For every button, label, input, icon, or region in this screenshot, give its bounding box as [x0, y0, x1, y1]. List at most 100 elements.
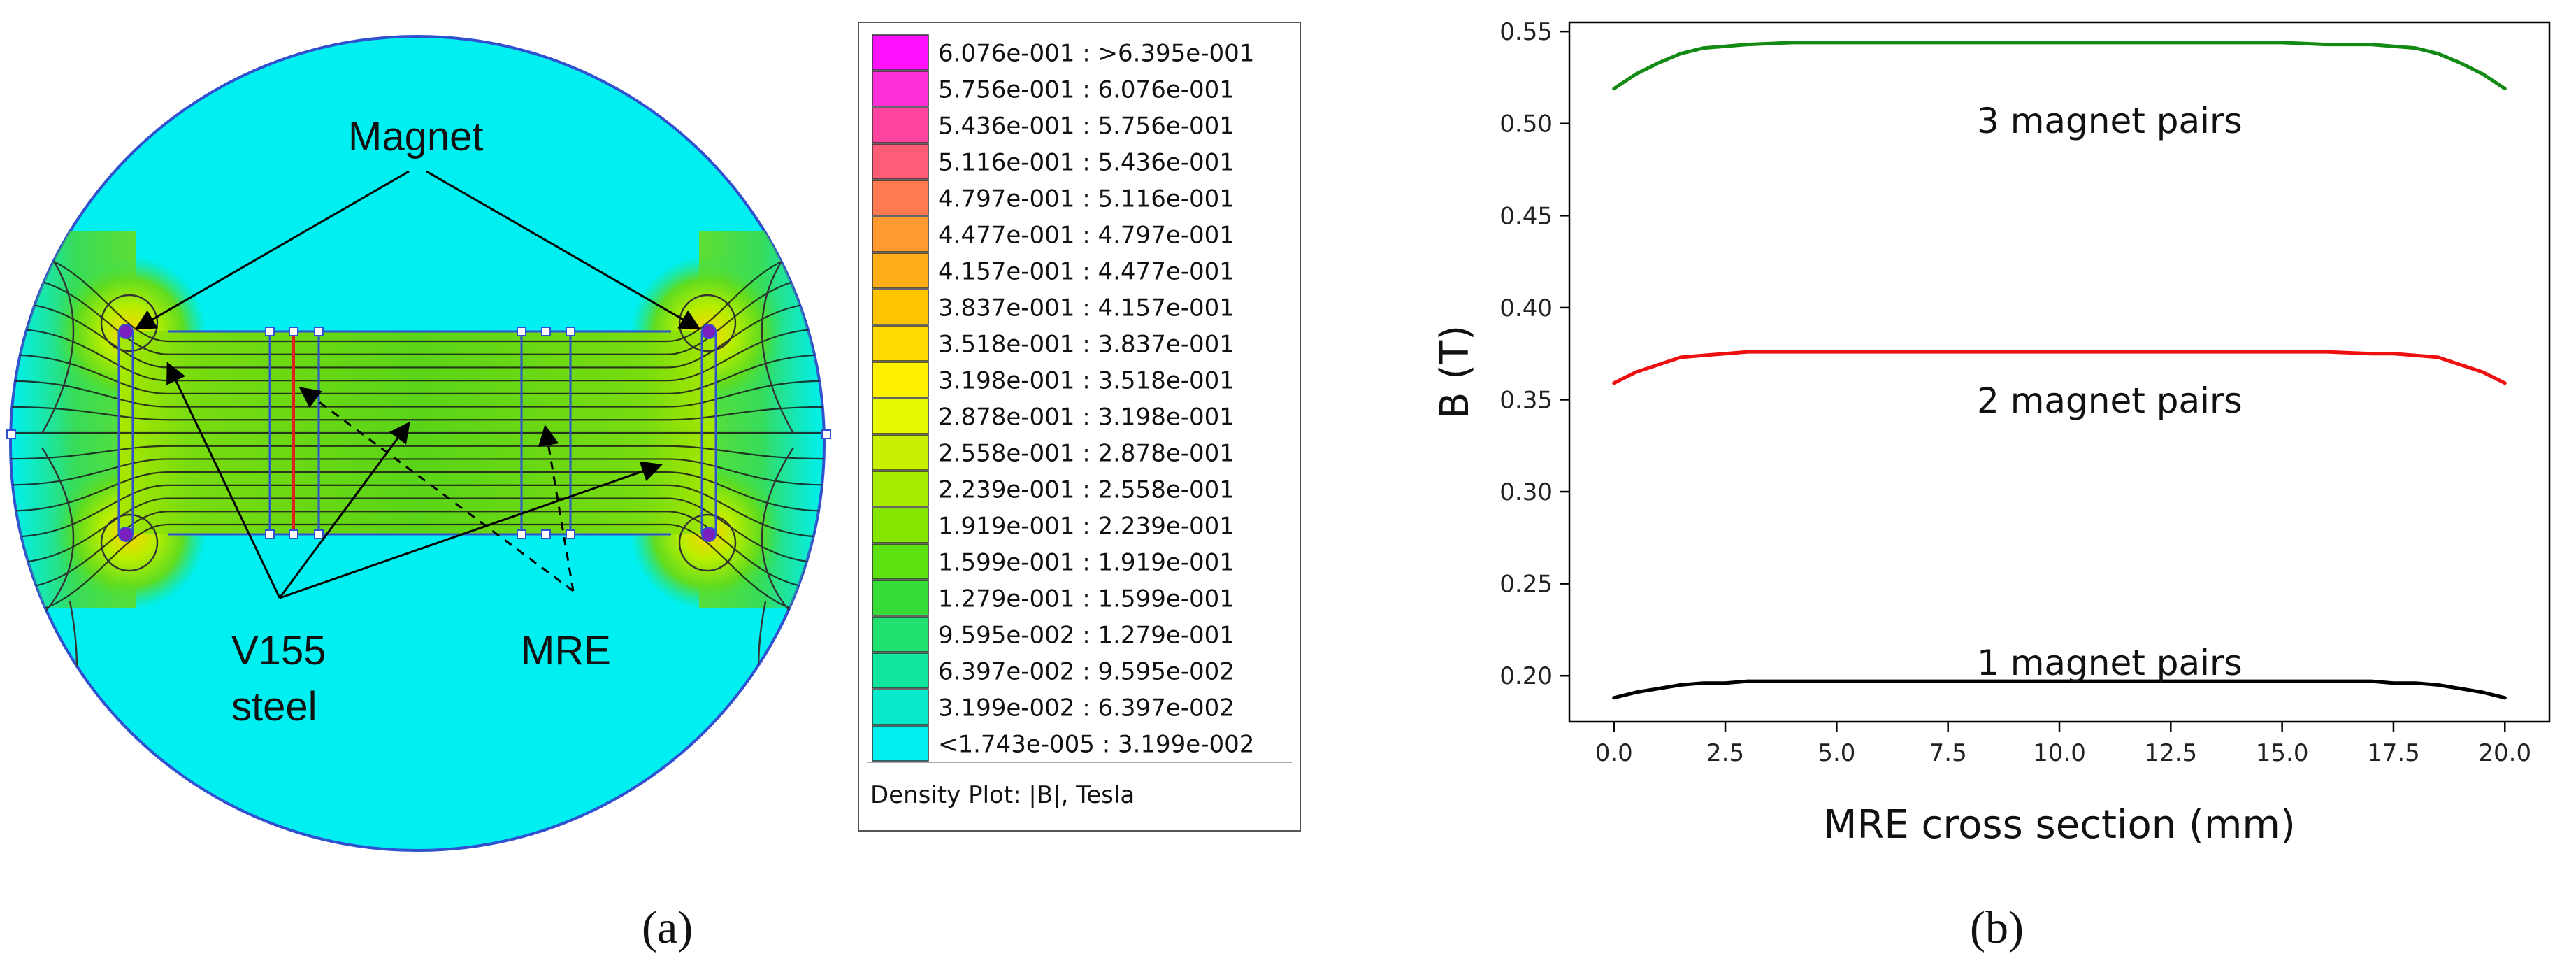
- series-line: [1612, 41, 2507, 91]
- legend-entry-label: 4.477e-001 : 4.797e-001: [938, 221, 1235, 249]
- x-axis-title: MRE cross section (mm): [1823, 802, 2296, 848]
- x-tick-label: 12.5: [2144, 739, 2197, 767]
- flux-line: [10, 471, 824, 512]
- legend-swatch: [872, 216, 929, 252]
- legend-swatch: [872, 180, 929, 216]
- legend-swatch: [872, 34, 929, 71]
- line-chart: 0.20 0.25 0.30 0.35 0.40 0.45 0.50 0.55 0.0 2.5 5…: [1432, 18, 2551, 848]
- legend-swatch: [872, 616, 929, 652]
- legend-entry-label: <1.743e-005 : 3.199e-002: [938, 730, 1254, 758]
- legend-entry-label: 5.756e-001 : 6.076e-001: [938, 76, 1235, 104]
- flux-line: [10, 380, 824, 408]
- legend-swatch: [872, 143, 929, 180]
- legend-entry-label: 3.199e-002 : 6.397e-002: [938, 694, 1235, 722]
- geometry-outline: [117, 330, 717, 536]
- legend-entry-label: 2.239e-001 : 2.558e-001: [938, 476, 1235, 504]
- magnet-label: Magnet: [348, 114, 483, 159]
- flux-line: [10, 276, 824, 355]
- series-lines: [1612, 41, 2507, 700]
- flux-line: [10, 354, 824, 394]
- flux-line: [10, 484, 824, 538]
- y-tick-label: 0.50: [1499, 110, 1553, 138]
- flux-line: [10, 511, 824, 590]
- legend-entry-label: 6.397e-002 : 9.595e-002: [938, 657, 1235, 685]
- legend-swatch: [872, 71, 929, 107]
- legend-swatch: [872, 580, 929, 616]
- legend-swatch: [872, 471, 929, 507]
- steel-label-line2: steel: [231, 684, 317, 729]
- legend-swatch: [872, 325, 929, 362]
- legend-entry-label: 2.558e-001 : 2.878e-001: [938, 439, 1235, 467]
- caption-b: (b): [1970, 902, 2024, 953]
- x-tick-label: 10.0: [2033, 739, 2086, 767]
- flux-line: [10, 458, 824, 486]
- y-tick-label: 0.35: [1499, 386, 1553, 414]
- flux-line: [10, 250, 824, 343]
- series-label-2: 2 magnet pairs: [1977, 380, 2243, 421]
- x-tick-label: 5.0: [1818, 739, 1855, 767]
- y-tick-label: 0.20: [1499, 662, 1553, 690]
- y-tick-label: 0.30: [1499, 478, 1553, 506]
- y-tick-label: 0.55: [1499, 18, 1553, 46]
- density-legend: 6.076e-001 : >6.395e-001 5.756e-001 : 6.0…: [858, 22, 1301, 832]
- x-tick-label: 2.5: [1706, 739, 1744, 767]
- annotation-arrows: [134, 170, 701, 599]
- legend-swatch: [872, 252, 929, 289]
- flux-line: [10, 328, 824, 382]
- legend-swatch: [872, 689, 929, 725]
- flux-line: [10, 497, 824, 564]
- legend-entry-label: 1.599e-001 : 1.919e-001: [938, 548, 1235, 576]
- legend-entry-label: 9.595e-002 : 1.279e-001: [938, 621, 1235, 649]
- steel-label-line1: V155: [231, 628, 326, 673]
- legend-swatch: [872, 434, 929, 471]
- legend-swatch: [872, 362, 929, 398]
- x-tick-label: 0.0: [1595, 739, 1633, 767]
- series-label-1: 1 magnet pairs: [1977, 643, 2243, 683]
- legend-swatch: [872, 543, 929, 580]
- flux-line: [10, 445, 824, 460]
- flux-lines: [10, 250, 824, 616]
- caption-a: (a): [642, 902, 693, 953]
- series-line: [1612, 679, 2507, 700]
- series-label-3: 3 magnet pairs: [1977, 101, 2243, 141]
- x-tick-label: 20.0: [2478, 739, 2531, 767]
- legend-entry-label: 5.436e-001 : 5.756e-001: [938, 112, 1235, 140]
- legend-entry-label: 6.076e-001 : >6.395e-001: [938, 39, 1254, 67]
- legend-swatch: [872, 398, 929, 434]
- magnet-markers: [118, 324, 717, 542]
- x-tick-label: 7.5: [1929, 739, 1967, 767]
- legend-entry-label: 3.198e-001 : 3.518e-001: [938, 366, 1235, 394]
- y-tick-label: 0.45: [1499, 202, 1553, 230]
- femm-plot: Magnet V155 steel MRE: [6, 35, 831, 852]
- legend-entry-label: 3.837e-001 : 4.157e-001: [938, 294, 1235, 322]
- legend-swatch: [872, 507, 929, 543]
- legend-entry-label: 1.279e-001 : 1.599e-001: [938, 585, 1235, 613]
- legend-entry-label: 1.919e-001 : 2.239e-001: [938, 512, 1235, 540]
- legend-swatch: [872, 107, 929, 143]
- y-tick-label: 0.25: [1499, 571, 1553, 599]
- flux-line: [10, 406, 824, 421]
- legend-swatch: [872, 725, 929, 762]
- legend-entry-label: 5.116e-001 : 5.436e-001: [938, 148, 1235, 176]
- y-tick-label: 0.40: [1499, 294, 1553, 322]
- legend-entry-label: 3.518e-001 : 3.837e-001: [938, 330, 1235, 358]
- legend-entry-label: 2.878e-001 : 3.198e-001: [938, 403, 1235, 431]
- y-axis-title: B (T): [1432, 325, 1478, 419]
- legend-rows: 6.076e-001 : >6.395e-001 5.756e-001 : 6.0…: [872, 34, 1254, 762]
- plot-area: [1568, 21, 2551, 723]
- flux-line: [10, 523, 824, 616]
- x-tick-label: 15.0: [2256, 739, 2309, 767]
- legend-swatch: [872, 289, 929, 325]
- legend-title: Density Plot: |B|, Tesla: [870, 781, 1135, 809]
- mre-label: MRE: [521, 628, 611, 673]
- legend-entry-label: 4.797e-001 : 5.116e-001: [938, 185, 1235, 213]
- x-tick-label: 17.5: [2367, 739, 2420, 767]
- legend-swatch: [872, 652, 929, 689]
- node-markers: [6, 327, 831, 539]
- flux-line: [10, 302, 824, 369]
- legend-frame: [858, 22, 1301, 832]
- series-line: [1612, 350, 2507, 385]
- legend-entry-label: 4.157e-001 : 4.477e-001: [938, 257, 1235, 285]
- y-axis-ticks: 0.20 0.25 0.30 0.35 0.40 0.45 0.50 0.55: [1499, 18, 1569, 690]
